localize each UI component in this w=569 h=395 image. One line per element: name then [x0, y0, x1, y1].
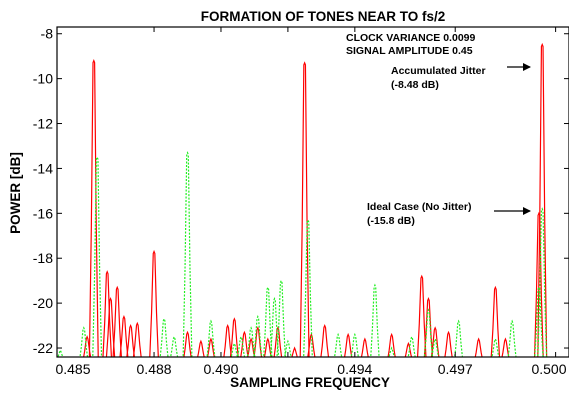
- red-peak: [206, 337, 215, 357]
- clock-variance-label: CLOCK VARIANCE 0.0099: [346, 32, 475, 44]
- green-peak: [407, 335, 416, 357]
- red-peak: [343, 332, 353, 357]
- x-tick-label: 0.494: [337, 361, 372, 377]
- accumulated-jitter-arrowhead: [523, 63, 531, 71]
- y-tick-label: -10: [33, 71, 53, 87]
- green-peak: [333, 332, 343, 357]
- red-peak: [291, 346, 298, 357]
- green-peak: [423, 308, 434, 357]
- red-peak: [197, 339, 205, 357]
- red-peak: [229, 317, 239, 357]
- red-peak: [149, 249, 159, 357]
- red-peak: [320, 323, 330, 357]
- y-tick-label: -8: [41, 26, 54, 42]
- red-peak: [307, 332, 316, 357]
- green-peak: [230, 341, 239, 357]
- red-peak: [416, 274, 427, 357]
- red-peak: [444, 330, 453, 357]
- red-peak: [105, 297, 116, 357]
- red-peak: [490, 285, 501, 357]
- accumulated-jitter-label: Accumulated Jitter: [391, 65, 486, 77]
- green-peak: [206, 319, 216, 357]
- red-peak: [247, 337, 256, 357]
- green-peak: [454, 319, 464, 357]
- x-axis: 0.485 0.488 0.490 0.494 0.497 0.500: [55, 27, 567, 377]
- red-peak: [404, 341, 413, 357]
- plot-frame: [56, 26, 569, 358]
- green-peak: [491, 337, 500, 357]
- green-peak: [159, 317, 169, 357]
- red-peak: [501, 337, 510, 357]
- red-peak: [299, 61, 310, 357]
- green-peak: [284, 339, 292, 357]
- y-tick-label: -12: [33, 116, 53, 132]
- red-peak: [112, 285, 122, 357]
- green-peak: [253, 314, 263, 357]
- red-peak: [387, 332, 396, 357]
- green-peak: [182, 151, 193, 357]
- y-axis: -8 -10 -12 -14 -16 -18 -20 -22: [33, 26, 569, 356]
- red-peak: [132, 321, 142, 357]
- red-peak: [183, 330, 192, 357]
- y-tick-label: -22: [33, 340, 53, 356]
- green-peak: [350, 332, 359, 357]
- x-tick-label: 0.497: [438, 361, 473, 377]
- ideal-case-label: Ideal Case (No Jitter): [367, 201, 471, 213]
- red-peak: [240, 330, 249, 357]
- red-peak: [223, 323, 233, 357]
- signal-amplitude-label: SIGNAL AMPLITUDE 0.45: [346, 45, 473, 57]
- green-peak: [388, 346, 395, 357]
- x-axis-label: SAMPLING FREQUENCY: [230, 375, 390, 390]
- red-peak: [126, 323, 136, 357]
- x-tick-label: 0.500: [531, 361, 566, 377]
- y-tick-label: -16: [33, 205, 53, 221]
- green-peak: [246, 326, 256, 357]
- green-peak: [236, 335, 246, 357]
- red-peak: [430, 326, 440, 357]
- red-peak: [360, 337, 369, 357]
- green-peak: [431, 337, 440, 357]
- x-tick-label: 0.488: [137, 361, 172, 377]
- y-tick-label: -18: [33, 250, 53, 266]
- y-axis-label: POWER [dB]: [8, 152, 23, 234]
- x-tick-label: 0.490: [203, 361, 238, 377]
- y-tick-label: -20: [33, 295, 53, 311]
- green-peak: [79, 326, 89, 357]
- y-tick-label: -14: [33, 160, 53, 176]
- red-peak: [88, 59, 99, 357]
- green-peak: [537, 207, 548, 357]
- x-tick-label: 0.485: [55, 361, 90, 377]
- green-peak: [170, 335, 179, 357]
- red-peak: [273, 326, 283, 357]
- red-peak: [474, 337, 483, 357]
- green-peak: [303, 218, 313, 357]
- accumulated-jitter-value: (-8.48 dB): [391, 79, 439, 91]
- ideal-case-arrowhead: [523, 207, 531, 215]
- red-peak: [537, 42, 548, 357]
- green-peak: [370, 283, 380, 357]
- red-peak: [533, 211, 544, 357]
- chart-title: FORMATION OF TONES NEAR TO fs/2: [201, 9, 446, 24]
- green-peak: [269, 297, 280, 357]
- red-peak: [102, 270, 113, 357]
- red-peak: [119, 314, 129, 357]
- green-peak: [507, 319, 517, 357]
- ideal-case-value: (-15.8 dB): [367, 215, 415, 227]
- green-peak: [92, 155, 103, 357]
